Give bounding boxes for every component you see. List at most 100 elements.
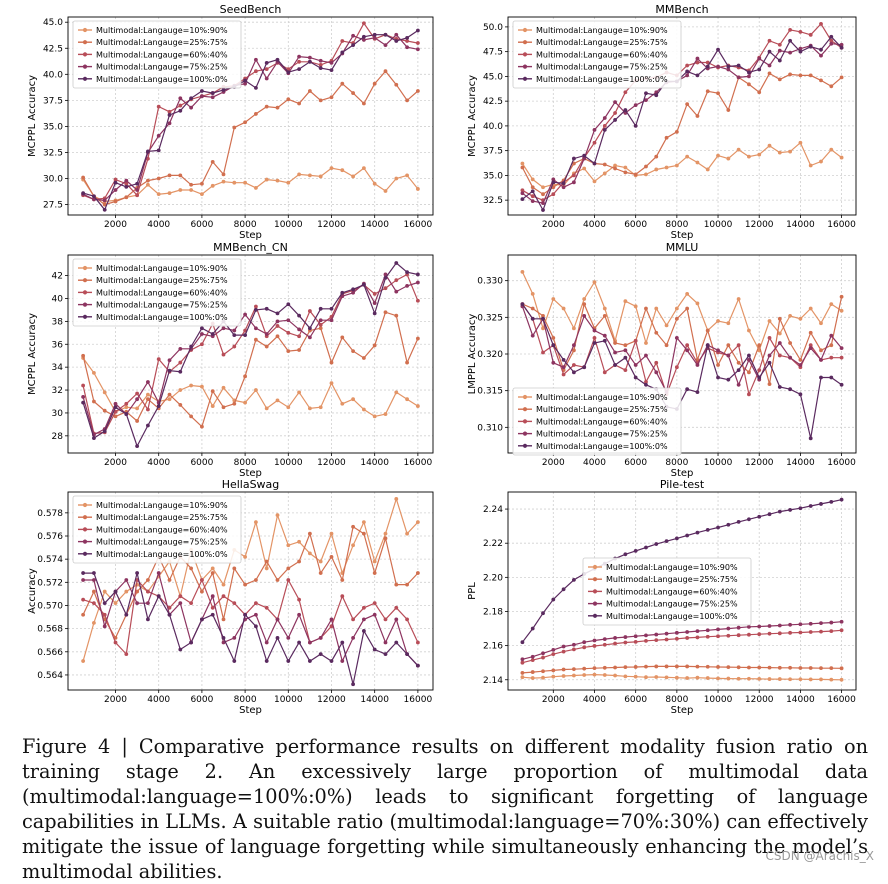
data-point bbox=[232, 635, 237, 640]
data-point bbox=[92, 601, 96, 606]
data-point bbox=[200, 332, 204, 336]
data-point bbox=[592, 672, 597, 677]
legend-label: Multimodal:Langauge=10%:90% bbox=[96, 501, 228, 510]
data-point bbox=[253, 304, 258, 309]
data-point bbox=[189, 640, 194, 645]
data-point bbox=[705, 628, 710, 633]
data-point bbox=[178, 108, 183, 113]
data-point bbox=[530, 654, 535, 659]
data-point bbox=[286, 318, 291, 323]
data-point bbox=[383, 286, 388, 291]
data-point bbox=[561, 306, 566, 311]
data-point bbox=[623, 348, 628, 353]
data-point bbox=[307, 640, 312, 645]
legend-swatch-marker bbox=[82, 515, 88, 520]
data-point bbox=[747, 517, 751, 522]
data-point bbox=[582, 640, 587, 645]
data-point bbox=[167, 392, 172, 397]
chart-title: MMLU bbox=[666, 241, 699, 254]
data-point bbox=[829, 677, 834, 682]
data-point bbox=[92, 589, 96, 594]
data-point bbox=[808, 621, 813, 626]
data-point bbox=[307, 173, 312, 178]
data-point bbox=[582, 166, 587, 171]
data-point bbox=[383, 69, 388, 74]
data-point bbox=[685, 387, 690, 392]
data-point bbox=[520, 660, 525, 665]
data-point bbox=[839, 45, 844, 50]
data-point bbox=[307, 55, 312, 60]
legend-label: Multimodal:Langauge=100%:0% bbox=[96, 550, 228, 559]
x-axis-label: Step bbox=[239, 468, 262, 479]
data-point bbox=[592, 127, 597, 132]
data-point bbox=[81, 191, 86, 196]
data-point bbox=[210, 91, 215, 95]
data-point bbox=[530, 194, 535, 199]
y-tick-label: 27.5 bbox=[43, 201, 63, 211]
data-point bbox=[695, 363, 700, 367]
data-point bbox=[383, 189, 388, 193]
x-tick-label: 16000 bbox=[404, 695, 433, 705]
data-point bbox=[102, 601, 107, 606]
data-point bbox=[602, 313, 607, 318]
plot-frame bbox=[507, 254, 857, 454]
data-point bbox=[602, 124, 607, 128]
data-point bbox=[788, 72, 793, 77]
legend-label: Multimodal:Langauge=25%:75% bbox=[536, 405, 668, 414]
data-point bbox=[81, 175, 86, 180]
data-point bbox=[716, 525, 720, 530]
data-point bbox=[767, 49, 772, 54]
data-point bbox=[654, 167, 659, 172]
x-tick-label: 14000 bbox=[786, 220, 815, 230]
data-point bbox=[726, 67, 731, 72]
data-point bbox=[757, 90, 762, 95]
data-point bbox=[808, 330, 813, 335]
data-point bbox=[644, 353, 648, 358]
data-point bbox=[372, 647, 377, 652]
data-point bbox=[551, 597, 556, 602]
legend: Multimodal:Langauge=10%:90% Multimodal:La… bbox=[72, 258, 242, 327]
data-point bbox=[286, 67, 291, 72]
series-line-1 bbox=[521, 271, 842, 352]
data-point bbox=[178, 594, 183, 599]
data-point bbox=[644, 633, 648, 638]
data-point bbox=[124, 401, 129, 406]
data-point bbox=[351, 682, 355, 687]
data-point bbox=[530, 658, 535, 663]
data-point bbox=[571, 363, 576, 367]
data-point bbox=[361, 38, 366, 42]
data-point bbox=[582, 302, 587, 307]
y-tick-label: 2.20 bbox=[483, 573, 503, 583]
data-point bbox=[623, 368, 628, 373]
data-point bbox=[530, 177, 535, 182]
legend-box bbox=[72, 258, 242, 327]
data-point bbox=[329, 95, 334, 100]
x-tick-label: 8000 bbox=[234, 220, 257, 230]
data-point bbox=[777, 341, 782, 345]
data-point bbox=[210, 183, 215, 188]
data-point bbox=[757, 56, 762, 61]
data-point bbox=[221, 582, 226, 587]
data-point bbox=[520, 269, 525, 274]
data-point bbox=[767, 335, 772, 340]
data-point bbox=[819, 502, 823, 506]
data-point bbox=[189, 182, 194, 187]
data-point bbox=[232, 180, 237, 185]
data-point bbox=[839, 42, 844, 47]
data-point bbox=[757, 368, 762, 373]
data-point bbox=[167, 121, 172, 126]
data-point bbox=[286, 405, 291, 410]
data-point bbox=[135, 193, 140, 198]
data-point bbox=[81, 395, 86, 399]
x-tick-label: 4000 bbox=[147, 695, 170, 705]
legend-box bbox=[512, 387, 682, 456]
data-point bbox=[685, 636, 690, 640]
data-point bbox=[340, 50, 345, 55]
data-point bbox=[716, 153, 720, 158]
data-point bbox=[178, 188, 183, 192]
data-point bbox=[275, 178, 280, 183]
data-point bbox=[340, 290, 345, 295]
data-point bbox=[297, 334, 301, 339]
data-point bbox=[135, 571, 140, 575]
data-point bbox=[592, 179, 597, 184]
